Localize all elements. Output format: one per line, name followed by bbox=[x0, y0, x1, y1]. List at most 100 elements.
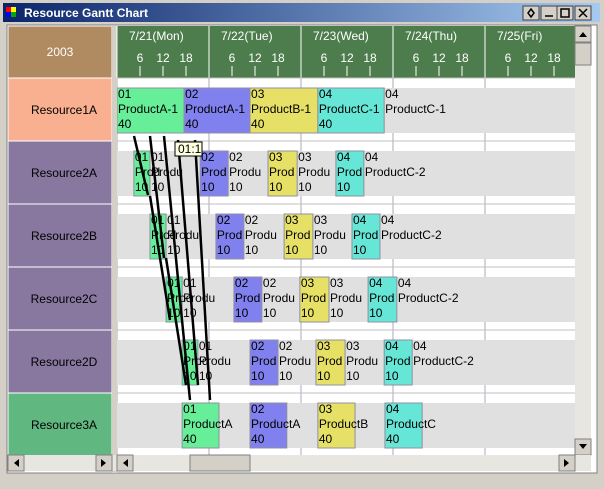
task-bar bbox=[283, 213, 314, 260]
task-label: ProductC-1 bbox=[319, 102, 380, 116]
task-trailing-label: 10 bbox=[346, 369, 360, 383]
task-trailing-label: Produ bbox=[229, 165, 261, 179]
task-trailing-label: 04 bbox=[413, 339, 427, 353]
task-label: Prod bbox=[369, 291, 394, 305]
task-label: ProductB bbox=[319, 417, 368, 431]
task-trailing-label: Produ bbox=[314, 228, 346, 242]
task-label: 10 bbox=[201, 180, 215, 194]
horizontal-scrollbar[interactable] bbox=[7, 454, 591, 472]
tooltip-box bbox=[174, 141, 203, 157]
task-bar bbox=[299, 276, 330, 323]
task-label: 10 bbox=[301, 306, 315, 320]
task-bar bbox=[384, 402, 423, 449]
task-trailing-label: 10 bbox=[330, 306, 344, 320]
task-label: 02 bbox=[185, 87, 199, 101]
resource-name: Resource2C bbox=[31, 292, 98, 306]
task-label: Prod bbox=[269, 165, 294, 179]
resource-panel: 2003 Resource1A Resource2A Resource2B Resou… bbox=[7, 25, 113, 457]
task-trailing-label: 10 bbox=[229, 180, 243, 194]
tooltip-text: 01:1 bbox=[178, 142, 202, 156]
task-label: 04 bbox=[369, 276, 383, 290]
task-label: ProductA bbox=[183, 417, 232, 431]
task-trailing-label: 04 bbox=[381, 213, 395, 227]
hour-label: 6 bbox=[321, 51, 328, 65]
task-trailing-label: Produ bbox=[346, 354, 378, 368]
hour-label: 12 bbox=[432, 51, 446, 65]
task-trailing-label: 10 bbox=[279, 369, 293, 383]
task-label: 10 bbox=[353, 243, 367, 257]
task-label: 10 bbox=[217, 243, 231, 257]
resource-cell bbox=[7, 140, 113, 205]
task-label: 40 bbox=[183, 432, 197, 446]
task-bar bbox=[249, 402, 288, 449]
hour-label: 18 bbox=[271, 51, 285, 65]
task-bar bbox=[117, 87, 185, 134]
hour-label: 18 bbox=[455, 51, 469, 65]
hour-label: 6 bbox=[137, 51, 144, 65]
task-trailing-label: 04 bbox=[365, 150, 379, 164]
task-bar bbox=[317, 402, 356, 449]
resource-name: Resource1A bbox=[31, 103, 97, 117]
task-label: 40 bbox=[319, 117, 333, 131]
task-trailing-label: 02 bbox=[279, 339, 293, 353]
day-label: 7/21(Mon) bbox=[129, 29, 184, 43]
task-label: 02 bbox=[251, 402, 265, 416]
task-trailing-label: Produ bbox=[298, 165, 330, 179]
task-trailing-label: 10 bbox=[263, 306, 277, 320]
gantt-body: 01ProductA-14002ProductA-14003ProductB-1… bbox=[117, 77, 575, 455]
vertical-scrollbar[interactable] bbox=[574, 25, 592, 456]
task-label: 40 bbox=[185, 117, 199, 131]
task-bar bbox=[249, 339, 279, 386]
task-label: 10 bbox=[317, 369, 331, 383]
task-label: 04 bbox=[337, 150, 351, 164]
task-label: 40 bbox=[118, 117, 132, 131]
task-label: Prod bbox=[217, 228, 242, 242]
task-trailing-label: Produ bbox=[330, 291, 362, 305]
task-trailing-label: 10 bbox=[314, 243, 328, 257]
resource-name: Resource2D bbox=[31, 355, 98, 369]
task-trailing-label: 10 bbox=[151, 180, 165, 194]
task-label: ProductA bbox=[251, 417, 300, 431]
task-bar bbox=[215, 213, 245, 260]
task-label: ProductA-1 bbox=[118, 102, 178, 116]
dependency-lines bbox=[132, 135, 212, 401]
task-trailing-label: 03 bbox=[346, 339, 360, 353]
task-label: ProductA-1 bbox=[185, 102, 245, 116]
task-label: Prod bbox=[201, 165, 226, 179]
day-label: 7/23(Wed) bbox=[313, 29, 369, 43]
task-label: 03 bbox=[319, 402, 333, 416]
task-label: 01 bbox=[118, 87, 132, 101]
task-label: 10 bbox=[385, 369, 399, 383]
task-label: 10 bbox=[269, 180, 283, 194]
task-label: 10 bbox=[337, 180, 351, 194]
task-trailing-label: ProductC-2 bbox=[365, 165, 426, 179]
task-label: 10 bbox=[235, 306, 249, 320]
task-trailing-label: 10 bbox=[199, 369, 213, 383]
task-label: Prod bbox=[251, 354, 276, 368]
title-bar bbox=[3, 3, 600, 22]
task-trailing-label: ProductC-2 bbox=[381, 228, 442, 242]
task-trailing-label: 02 bbox=[229, 150, 243, 164]
task-bar bbox=[233, 276, 263, 323]
hour-label: 18 bbox=[363, 51, 377, 65]
task-label: Prod bbox=[285, 228, 310, 242]
task-trailing-label: 02 bbox=[263, 276, 277, 290]
resource-name: Resource3A bbox=[31, 418, 97, 432]
task-label: 04 bbox=[386, 402, 400, 416]
task-label: 03 bbox=[285, 213, 299, 227]
task-label: ProductC bbox=[386, 417, 436, 431]
task-label: 10 bbox=[369, 306, 383, 320]
task-label: 02 bbox=[217, 213, 231, 227]
year-header bbox=[7, 25, 113, 79]
title-buttons[interactable] bbox=[522, 5, 592, 21]
task-trailing-label: Produ bbox=[245, 228, 277, 242]
hour-label: 12 bbox=[156, 51, 170, 65]
task-trailing-label: 10 bbox=[245, 243, 259, 257]
hour-label: 18 bbox=[547, 51, 561, 65]
task-label: Prod bbox=[337, 165, 362, 179]
task-trailing-label: Produ bbox=[279, 354, 311, 368]
task-bar bbox=[351, 213, 381, 260]
task-label: 10 bbox=[251, 369, 265, 383]
task-trailing-label: 04 bbox=[385, 87, 399, 101]
